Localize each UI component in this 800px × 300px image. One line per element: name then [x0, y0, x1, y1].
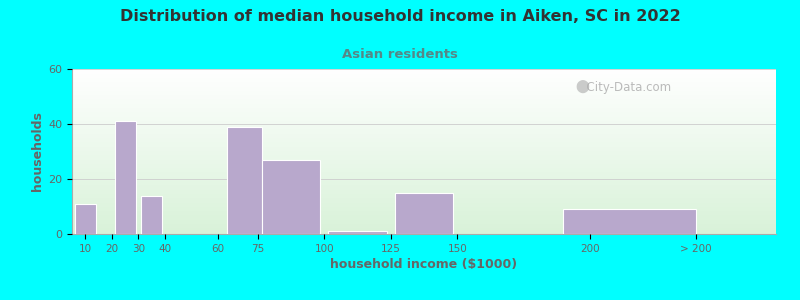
- Bar: [74, 204, 96, 234]
- Bar: [328, 231, 387, 234]
- Text: Asian residents: Asian residents: [342, 48, 458, 61]
- Bar: [227, 127, 262, 234]
- Bar: [262, 160, 320, 234]
- Bar: [563, 209, 696, 234]
- X-axis label: household income ($1000): household income ($1000): [330, 258, 518, 271]
- Bar: [114, 121, 136, 234]
- Text: City-Data.com: City-Data.com: [579, 80, 671, 94]
- Y-axis label: households: households: [31, 112, 44, 191]
- Text: ⬤: ⬤: [575, 80, 590, 93]
- Bar: [141, 196, 162, 234]
- Text: Distribution of median household income in Aiken, SC in 2022: Distribution of median household income …: [120, 9, 680, 24]
- Bar: [394, 193, 454, 234]
